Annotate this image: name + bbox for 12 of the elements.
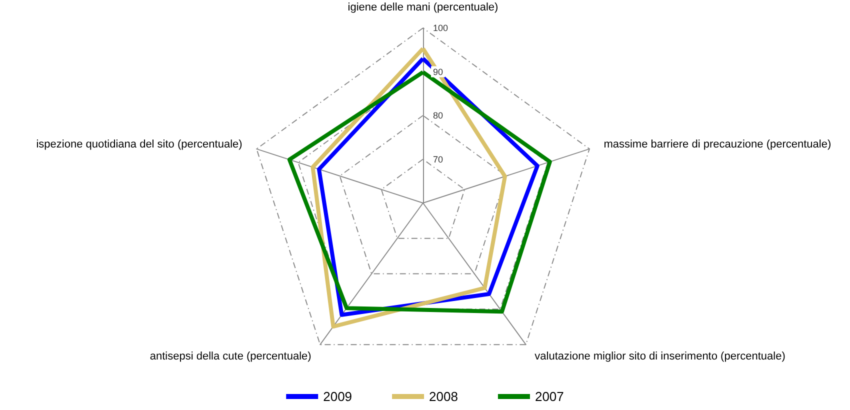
y-tick-label: 70 [433,154,444,164]
y-tick-label: 80 [433,110,444,120]
y-tick-label: 100 [433,23,448,33]
y-tick-label: 90 [433,66,444,77]
spoke-label: massime barriere di precauzione (percentuale) [604,138,832,150]
spoke-label: valutazione miglior sito di inserimento (percentuale) [534,350,786,363]
spoke-label: ispezione quotidiana del sito (percentuale) [36,138,242,150]
legend-label: 2008 [429,389,458,404]
legend-label: 2009 [323,389,352,404]
legend-label: 2007 [534,389,564,404]
spoke-label: antisepsi della cute (percentuale) [150,350,312,363]
spoke-label: igiene delle mani (percentuale) [348,2,498,14]
